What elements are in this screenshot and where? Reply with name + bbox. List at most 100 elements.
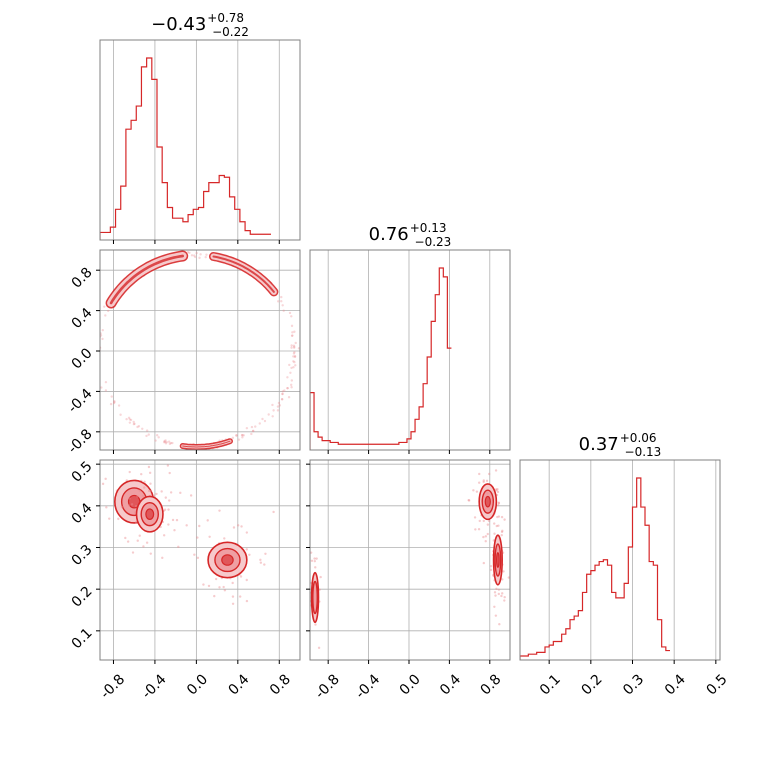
sample-point [489,568,493,572]
sample-point [495,524,498,528]
sample-point [290,366,293,370]
sample-point [289,371,292,375]
sample-point [138,534,141,537]
sample-point [207,584,211,588]
sample-point [101,328,104,332]
sample-point [164,439,167,442]
sample-point [167,508,170,511]
sample-point [317,646,321,650]
sample-point [494,614,498,617]
sample-point [290,379,294,382]
sample-point [245,599,249,603]
sample-point [487,519,491,523]
sample-point [485,479,489,483]
panel-border [99,249,301,451]
contour-middle [312,580,318,615]
sample-point [110,395,113,398]
sample-point [259,561,263,564]
sample-point [281,304,284,307]
sample-point [495,587,498,591]
sample-point [196,556,200,560]
sample-point [154,439,157,442]
sample-point [192,254,196,257]
sample-point [277,401,281,405]
sample-point [143,486,146,489]
sample-point [149,552,152,555]
sample-point [297,347,300,350]
sample-point [206,519,209,522]
title-param-1: −0.43+0.78 −0.22 [151,11,249,39]
sample-point [125,417,128,421]
sample-point [177,545,180,549]
sample-point [161,556,164,560]
x-tick-label: -0.4 [353,671,384,702]
sample-point [152,454,154,456]
sample-point [131,551,135,554]
x-tick-label: 0.1 [537,671,564,698]
sample-point [240,525,243,528]
sample-point [145,434,148,438]
sample-point [96,527,98,529]
sample-point [175,518,179,522]
title-param-2: 0.76+0.13 −0.23 [369,221,452,249]
sample-point [507,576,510,579]
sample-point [467,498,470,502]
sample-point [278,404,282,407]
sample-point [245,426,249,430]
sample-point [95,337,97,339]
sample-point [162,534,166,537]
panel-border [519,459,721,661]
sample-point [478,519,481,523]
contour-arc-outline [105,250,189,309]
panel-border [99,459,301,661]
sample-point [315,557,318,560]
x-tick-label: 0.3 [620,671,647,698]
sample-point [214,577,218,581]
sample-point [133,422,136,425]
sample-point [134,521,138,524]
x-tick-label: -0.8 [312,671,343,702]
sample-point [130,503,134,506]
sample-point [117,404,121,407]
sample-point [113,400,116,404]
sample-point [147,433,150,436]
sample-point [501,529,504,533]
sample-point [128,470,131,474]
sample-point [467,499,471,502]
sample-point [108,517,111,520]
panel-diag-2 [309,249,511,454]
sample-point [271,415,274,418]
sample-point [280,397,284,401]
sample-point [290,315,293,318]
sample-point [261,417,264,421]
sample-point [475,490,479,493]
sample-point [190,254,194,257]
sample-point [104,380,108,384]
sample-point [493,532,496,535]
sample-point [293,360,296,364]
sample-point [236,524,240,527]
sample-point [293,355,297,359]
sample-point [127,416,131,419]
sample-point [137,425,141,428]
sample-point [199,253,202,256]
sample-point [167,523,170,526]
sample-point [171,518,175,522]
sample-point [149,489,153,493]
sample-point [186,250,190,254]
sample-point [103,305,106,308]
sample-point [149,482,152,485]
sample-point [195,251,198,255]
sample-point [281,392,284,396]
sample-point [218,586,221,589]
contour-inner [221,554,234,566]
sample-point [497,501,500,504]
sample-point [189,456,191,458]
sample-point [241,436,244,439]
sample-point [290,344,293,347]
sample-point [286,386,289,390]
sample-point [194,255,197,259]
sample-point [497,515,501,518]
sample-point [276,409,280,412]
sample-point [97,338,99,340]
